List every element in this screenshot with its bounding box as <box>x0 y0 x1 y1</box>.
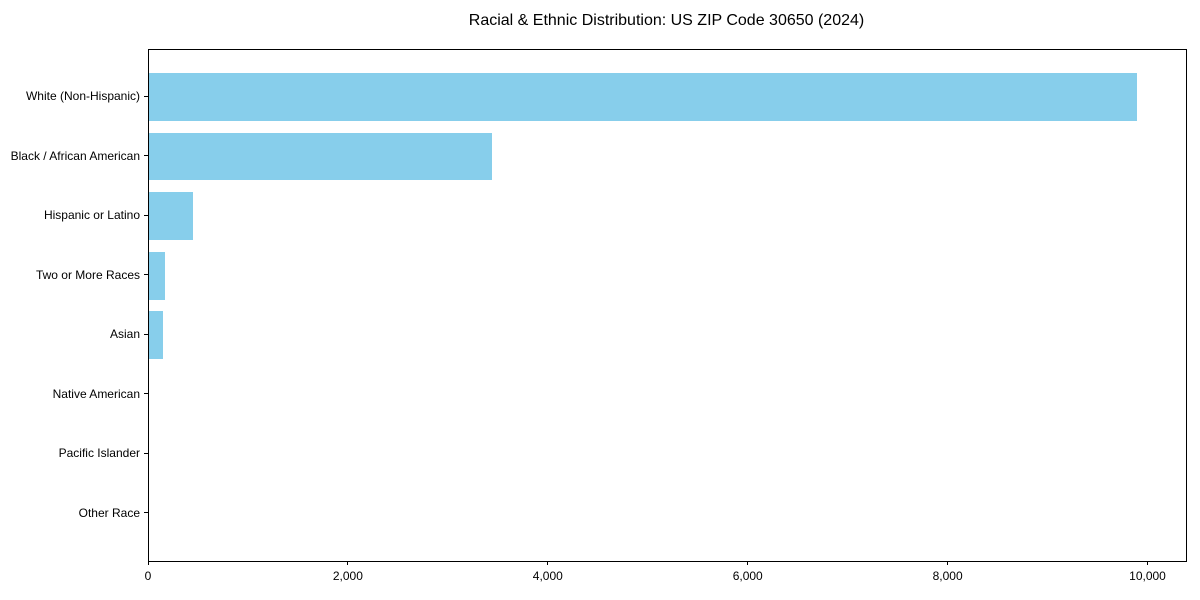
y-axis-tick <box>144 333 148 335</box>
y-axis-tick <box>144 512 148 514</box>
y-axis-tick <box>144 155 148 157</box>
y-axis-tick <box>144 274 148 276</box>
y-axis-tick <box>144 214 148 216</box>
x-axis-tick <box>147 561 149 565</box>
x-axis-tick <box>747 561 749 565</box>
bar-asian <box>149 311 163 360</box>
y-axis-label: Pacific Islander <box>58 446 140 461</box>
x-axis-tick-label: 0 <box>144 569 152 583</box>
x-axis-tick-label: 6,000 <box>732 569 763 583</box>
x-axis-tick-label: 4,000 <box>532 569 563 583</box>
x-axis-tick <box>1147 561 1149 565</box>
y-axis-label: Two or More Races <box>35 267 140 282</box>
y-axis-label: Asian <box>109 327 140 342</box>
bar-black-african-american <box>149 132 492 181</box>
plot-area <box>148 49 1187 562</box>
y-axis-label: Other Race <box>78 505 140 520</box>
y-axis-tick <box>144 393 148 395</box>
y-axis-tick <box>144 452 148 454</box>
y-axis-label: White (Non-Hispanic) <box>25 89 140 104</box>
y-axis-label: Black / African American <box>10 148 140 163</box>
bar-hispanic-or-latino <box>149 192 193 240</box>
bar-two-or-more-races <box>149 251 165 300</box>
x-axis-tick-label: 8,000 <box>932 569 963 583</box>
bar-white-non-hispanic <box>149 73 1137 121</box>
y-axis-tick <box>144 95 148 97</box>
x-axis-tick <box>347 561 349 565</box>
x-axis-tick <box>547 561 549 565</box>
y-axis-label: Native American <box>52 386 140 401</box>
x-axis-tick <box>947 561 949 565</box>
chart-title: Racial & Ethnic Distribution: US ZIP Cod… <box>468 12 865 29</box>
x-axis-tick-label: 10,000 <box>1129 569 1166 583</box>
x-axis-tick-label: 2,000 <box>332 569 363 583</box>
y-axis-label: Hispanic or Latino <box>43 208 140 223</box>
